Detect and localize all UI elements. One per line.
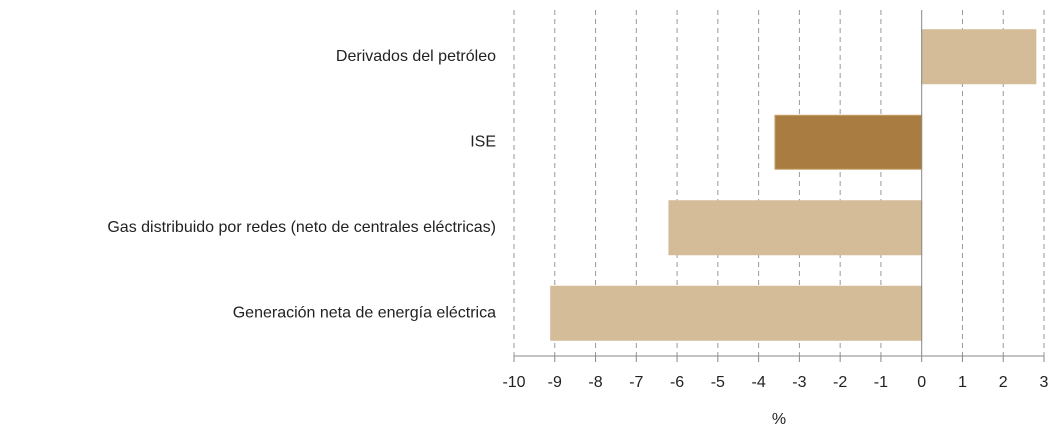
- x-tick-label: -6: [670, 374, 684, 391]
- x-tick-label: -3: [792, 374, 806, 391]
- x-tick-label: -7: [629, 374, 643, 391]
- x-tick-label: -10: [502, 374, 525, 391]
- x-tick-label: 0: [917, 374, 926, 391]
- x-tick-label: -4: [751, 374, 765, 391]
- y-tick-label: Gas distribuido por redes (neto de centr…: [107, 219, 496, 236]
- x-tick-label: 3: [1040, 374, 1049, 391]
- x-tick-label: -5: [711, 374, 725, 391]
- x-tick-label: -1: [874, 374, 888, 391]
- bar: [921, 29, 1037, 85]
- x-tick-label: -2: [833, 374, 847, 391]
- x-tick-label: -9: [548, 374, 562, 391]
- x-tick-label: 1: [958, 374, 967, 391]
- x-tick-label: -8: [588, 374, 602, 391]
- x-axis-label: %: [772, 411, 786, 427]
- x-tick-label: 2: [999, 374, 1008, 391]
- bar: [668, 200, 923, 256]
- y-tick-label: ISE: [470, 133, 496, 150]
- bar: [774, 114, 923, 170]
- bar: [550, 285, 923, 341]
- y-tick-label: Derivados del petróleo: [336, 48, 496, 65]
- y-tick-label: Generación neta de energía eléctrica: [233, 304, 496, 321]
